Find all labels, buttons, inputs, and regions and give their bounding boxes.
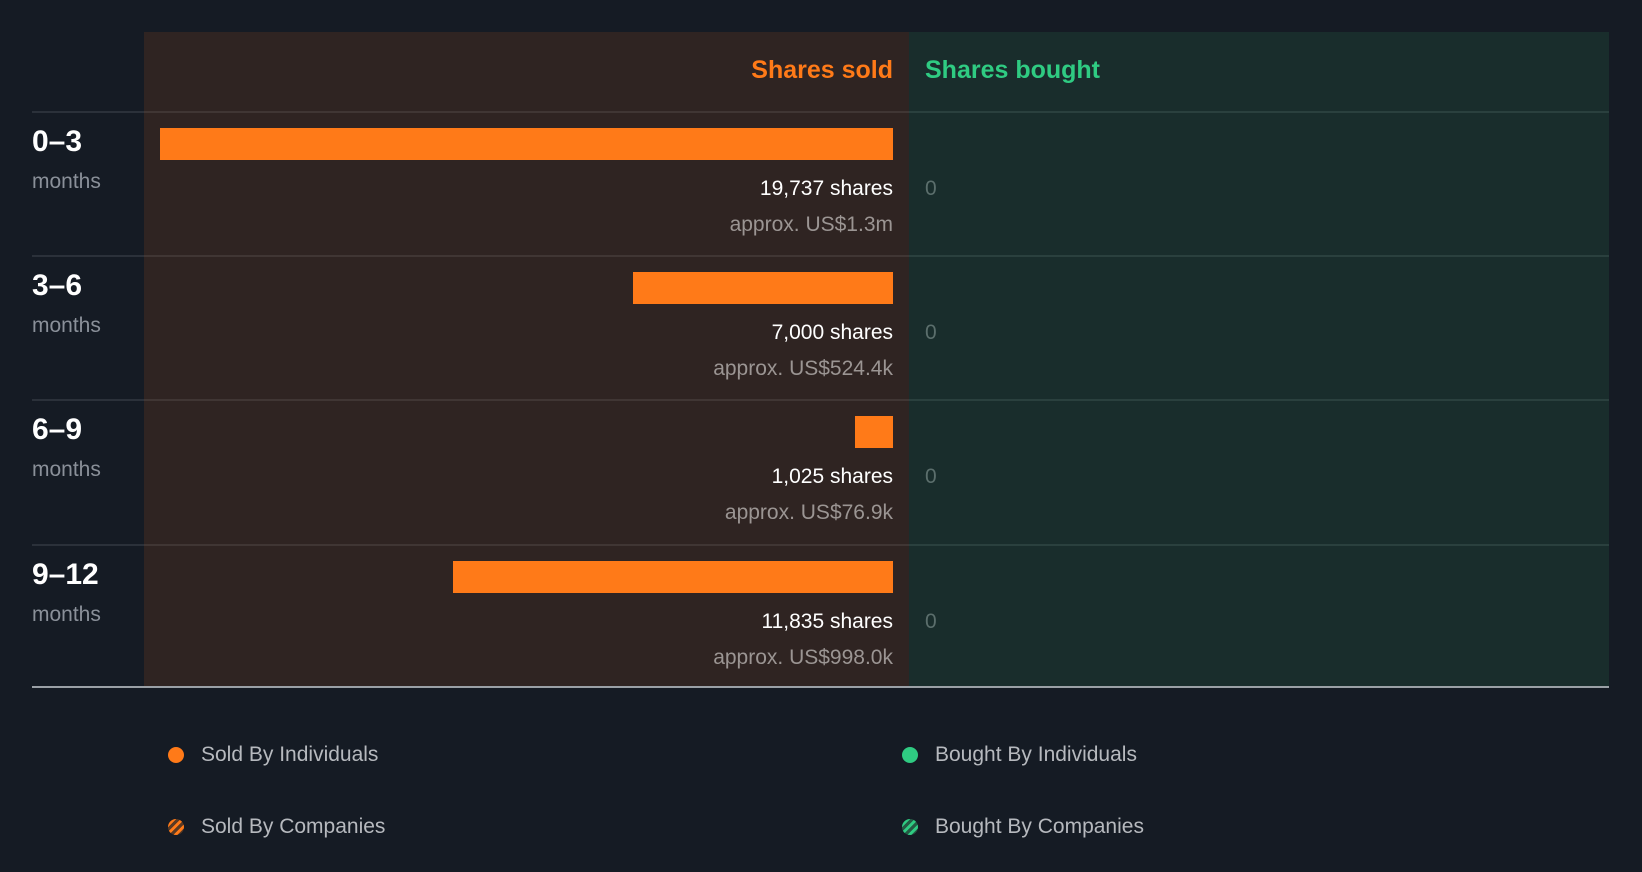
shares-bought-header: Shares bought: [925, 56, 1101, 84]
legend-bought-by-individuals[interactable]: Bought By Individuals: [902, 742, 1137, 768]
chart-baseline: [32, 686, 1609, 688]
row-divider: [32, 111, 1609, 113]
legend-sold-by-individuals[interactable]: Sold By Individuals: [168, 742, 378, 768]
striped-green-dot-icon: [902, 819, 918, 835]
sold-bar[interactable]: [855, 416, 893, 448]
legend-label: Sold By Individuals: [201, 743, 379, 766]
legend-label: Sold By Companies: [201, 815, 386, 838]
period-unit: months: [32, 170, 101, 193]
period-label: 6–9 months: [32, 413, 101, 483]
legend-bought-by-companies[interactable]: Bought By Companies: [902, 814, 1144, 840]
legend-label: Bought By Companies: [935, 815, 1144, 838]
period-unit: months: [32, 458, 101, 481]
bought-shares-count: 0: [925, 465, 937, 488]
row-divider: [32, 399, 1609, 401]
row-divider: [32, 255, 1609, 257]
period-unit: months: [32, 314, 101, 337]
striped-orange-dot-icon: [168, 819, 184, 835]
row-divider: [32, 544, 1609, 546]
sold-shares-count: 7,000 shares: [771, 321, 893, 344]
solid-green-dot-icon: [902, 747, 918, 763]
period-unit: months: [32, 603, 101, 626]
legend-label: Bought By Individuals: [935, 743, 1137, 766]
period-range: 0–3: [32, 125, 83, 158]
period-row: 6–9 months 1,025 shares approx. US$76.9k…: [0, 401, 1642, 545]
period-label: 9–12 months: [32, 558, 101, 628]
sold-shares-count: 19,737 shares: [759, 177, 893, 200]
sold-approx-value: approx. US$1.3m: [729, 213, 893, 236]
period-range: 6–9: [32, 413, 83, 446]
bought-shares-count: 0: [925, 177, 937, 200]
shares-bought-panel: [909, 32, 1609, 687]
period-row: 9–12 months 11,835 shares approx. US$998…: [0, 546, 1642, 690]
period-row: 3–6 months 7,000 shares approx. US$524.4…: [0, 257, 1642, 401]
period-range: 9–12: [32, 558, 99, 591]
sold-bar[interactable]: [453, 561, 893, 593]
sold-bar[interactable]: [160, 128, 893, 160]
shares-sold-header: Shares sold: [751, 56, 893, 84]
sold-bar[interactable]: [633, 272, 893, 304]
solid-orange-dot-icon: [168, 747, 184, 763]
sold-shares-count: 1,025 shares: [771, 465, 893, 488]
bought-shares-count: 0: [925, 321, 937, 344]
period-label: 3–6 months: [32, 269, 101, 339]
sold-approx-value: approx. US$76.9k: [724, 501, 893, 524]
period-label: 0–3 months: [32, 125, 101, 195]
period-range: 3–6: [32, 269, 83, 302]
bought-shares-count: 0: [925, 610, 937, 633]
sold-approx-value: approx. US$998.0k: [713, 646, 893, 669]
legend-sold-by-companies[interactable]: Sold By Companies: [168, 814, 385, 840]
sold-shares-count: 11,835 shares: [761, 610, 893, 633]
period-row: 0–3 months 19,737 shares approx. US$1.3m…: [0, 113, 1642, 257]
sold-approx-value: approx. US$524.4k: [713, 357, 893, 380]
